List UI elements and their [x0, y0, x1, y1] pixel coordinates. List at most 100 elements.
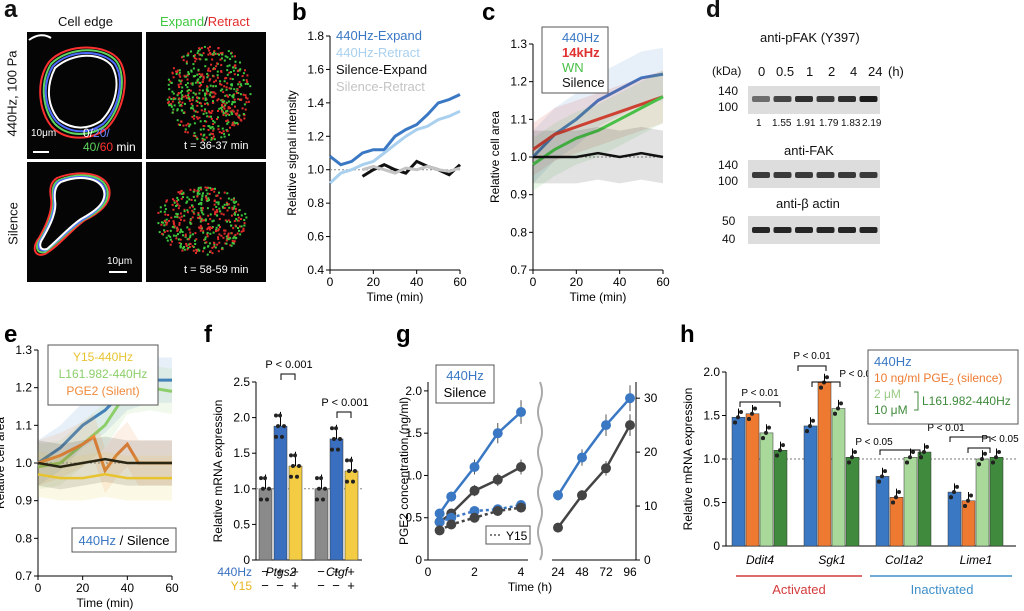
bar — [903, 457, 918, 547]
legend-box — [435, 364, 495, 404]
speckle-dot — [231, 103, 233, 106]
p-value-label: P < 0.001 — [321, 397, 368, 409]
speckle-dot — [181, 94, 184, 97]
speckle-dot — [217, 110, 219, 112]
speckle-dot — [180, 98, 183, 101]
speckle-dot — [204, 196, 207, 199]
speckle-dot — [235, 90, 238, 93]
speckle-dot — [217, 98, 220, 101]
speckle-dot — [215, 205, 218, 208]
data-point — [259, 476, 263, 481]
speckle-dot — [170, 105, 173, 108]
speckle-dot — [208, 192, 211, 195]
legend-entry: PGE2 (Silent) — [66, 384, 139, 398]
blot-time-0.5: 0.5 — [776, 64, 795, 79]
data-point — [908, 455, 912, 460]
speckle-dot — [170, 104, 173, 107]
speckle-dot — [196, 81, 199, 84]
speckle-dot — [209, 78, 212, 81]
speckle-dot — [178, 100, 181, 103]
speckle-dot — [237, 83, 240, 86]
y-axis-title: Relative mRNA expression — [211, 400, 225, 543]
speckle-dot — [245, 101, 248, 104]
speckle-dot — [214, 187, 216, 190]
speckle-dot — [227, 50, 230, 53]
time-legend: 0/20/ 40/60 min — [83, 126, 136, 154]
speckle-dot — [182, 124, 185, 127]
speckle-dot — [214, 210, 217, 213]
gene-label: Ddit4 — [746, 553, 774, 567]
speckle-dot — [223, 132, 226, 135]
y-axis-title: PGE2 concentration (ng/ml) — [397, 397, 411, 545]
speckle-dot — [209, 218, 212, 221]
speckle-dot — [226, 237, 229, 240]
speckle-dot — [238, 69, 241, 72]
blot-band — [859, 96, 878, 102]
data-point — [897, 490, 901, 495]
speckle-dot — [205, 92, 208, 95]
speckle-dot — [195, 136, 198, 139]
speckle-dot — [244, 108, 247, 111]
speckle-dot — [191, 233, 194, 236]
speckle-dot — [211, 53, 214, 56]
slash-label: / — [204, 14, 208, 29]
speckle-dot — [201, 89, 204, 92]
speckle-dot — [188, 73, 190, 75]
row-label-y15: Y15 — [231, 579, 253, 593]
speckle-dot — [217, 128, 220, 131]
speckle-dot — [162, 233, 165, 236]
x-tick-label-right: 72 — [599, 565, 613, 579]
speckle-dot — [200, 207, 203, 210]
speckle-dot — [186, 54, 189, 57]
speckle-dot — [226, 82, 229, 85]
legend-entry: 440Hz — [562, 30, 600, 45]
speckle-dot — [158, 231, 161, 234]
speckle-dot — [221, 205, 224, 208]
speckle-dot — [173, 201, 176, 204]
speckle-dot — [230, 232, 233, 235]
speckle-dot — [205, 88, 208, 91]
speckle-dot — [232, 66, 234, 69]
speckle-dot — [165, 218, 168, 221]
blot-band — [838, 172, 856, 178]
speckle-dot — [191, 99, 194, 102]
data-point — [836, 406, 840, 411]
speckle-dot — [198, 249, 201, 252]
speckle-dot — [179, 75, 182, 78]
speckle-dot — [226, 122, 229, 125]
speckle-dot — [231, 109, 234, 112]
speckle-dot — [242, 227, 245, 230]
data-point — [345, 458, 349, 463]
speckle-dot — [194, 110, 197, 113]
speckle-dot — [243, 117, 246, 120]
data-point — [980, 457, 984, 461]
speckle-dot — [198, 53, 201, 56]
speckle-dot — [207, 47, 210, 50]
blot-antibody-actin: anti-β actin — [776, 196, 840, 211]
speckle-dot — [178, 223, 181, 226]
speckle-dot — [171, 90, 174, 93]
speckle-dot — [246, 74, 249, 77]
speckle-dot — [240, 225, 243, 228]
legend-entry: Silence — [562, 75, 605, 90]
speckle-dot — [203, 45, 206, 48]
speckle-dot — [186, 200, 189, 203]
speckle-dot — [243, 219, 246, 221]
blot-band — [816, 96, 835, 102]
y-tick-label: 1.0 — [703, 452, 720, 466]
speckle-dot — [199, 48, 201, 51]
speckle-dot — [172, 97, 175, 100]
speckle-dot — [205, 58, 208, 61]
speckle-dot — [167, 101, 170, 104]
micrograph-expand-retract-silence: t = 58-59 min — [146, 162, 266, 282]
y-tick-label: 0.7 — [15, 569, 32, 583]
speckle-dot — [198, 97, 201, 100]
y-tick-label: 0.7 — [510, 263, 527, 277]
scale-bar-label-2: 10μm — [107, 256, 133, 267]
speckle-dot — [186, 131, 189, 134]
speckle-dot — [165, 200, 168, 203]
blot-band — [859, 227, 878, 233]
blot-bands-pfak — [752, 96, 878, 102]
speckle-dot — [232, 94, 235, 96]
speckle-dot — [233, 240, 236, 243]
